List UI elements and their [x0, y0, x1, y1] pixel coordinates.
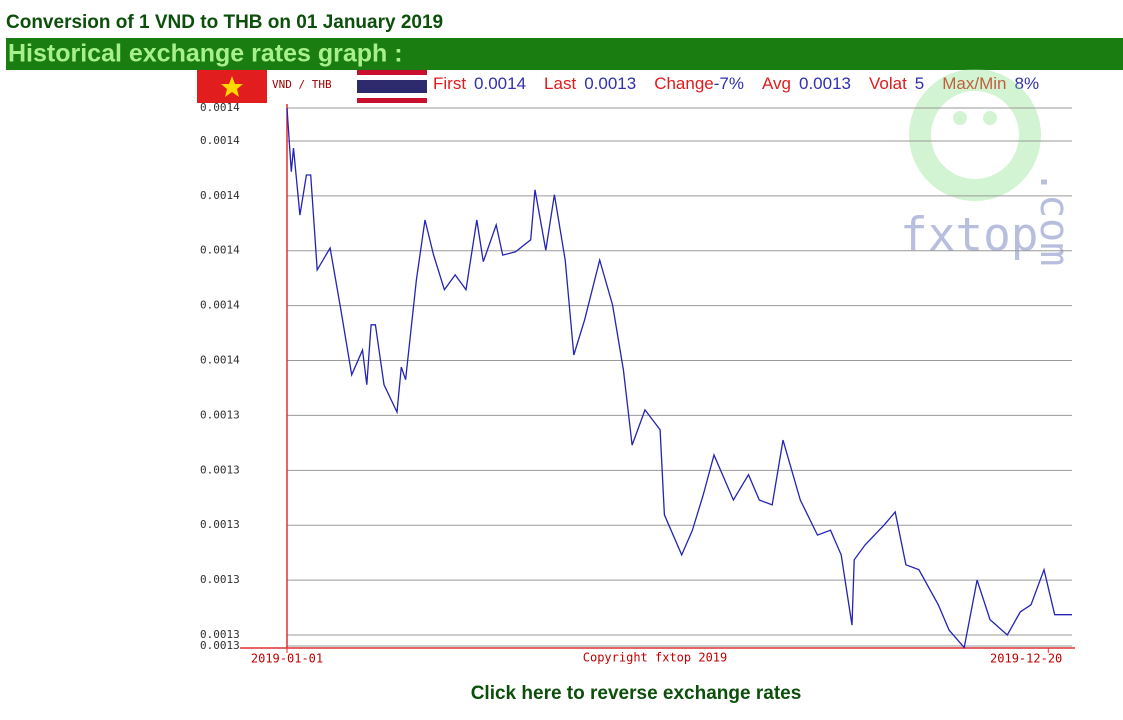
- page-title: Conversion of 1 VND to THB on 01 January…: [6, 12, 443, 33]
- y-tick-label: 0.0013: [200, 463, 240, 476]
- stat-value: 8%: [1015, 74, 1040, 93]
- watermark-text: fxtop: [900, 208, 1038, 262]
- y-tick-label: 0.0014: [200, 244, 240, 257]
- y-tick-label: 0.0014: [200, 101, 240, 114]
- stat-value: 5: [915, 74, 924, 93]
- y-tick-label: 0.0014: [200, 354, 240, 367]
- stat-value: 0.0013: [799, 74, 851, 93]
- section-bar: [6, 38, 1123, 70]
- price-line: [286, 107, 1072, 650]
- x-tick-label: 2019-01-01: [251, 652, 323, 666]
- y-tick-label: 0.0013: [200, 628, 240, 641]
- stat-label: Max/Min: [942, 74, 1006, 93]
- watermark-text: .com: [1031, 170, 1077, 266]
- y-tick-label: 0.0013: [200, 639, 240, 652]
- stat-label: First: [433, 74, 466, 93]
- y-tick-label: 0.0014: [200, 299, 240, 312]
- y-tick-label: 0.0013: [200, 518, 240, 531]
- x-tick-label: 2019-12-20: [990, 652, 1062, 666]
- stat-label: Avg: [762, 74, 791, 93]
- y-tick-label: 0.0014: [200, 189, 240, 202]
- stat-label: Change: [654, 74, 714, 93]
- stat-label: Last: [544, 74, 576, 93]
- flag-th: [357, 70, 427, 103]
- chart-area: [197, 70, 1075, 665]
- watermark-logo: [909, 69, 1041, 201]
- stats: First 0.0014 Last 0.0013 Change-7% Avg 0.0013 V…: [433, 74, 1039, 93]
- flag-star: [221, 76, 243, 97]
- y-tick-label: 0.0014: [200, 134, 240, 147]
- y-tick-label: 0.0013: [200, 408, 240, 421]
- stat-value: -7%: [714, 74, 744, 93]
- section-title: Historical exchange rates graph :: [8, 40, 403, 68]
- reverse-link[interactable]: Click here to reverse exchange rates: [471, 683, 802, 704]
- stat-value: 0.0014: [474, 74, 526, 93]
- stat-label: Volat: [869, 74, 907, 93]
- y-tick-label: 0.0013: [200, 573, 240, 586]
- stat-value: 0.0013: [584, 74, 636, 93]
- pair-label: VND / THB: [272, 78, 332, 91]
- copyright: Copyright fxtop 2019: [583, 651, 728, 665]
